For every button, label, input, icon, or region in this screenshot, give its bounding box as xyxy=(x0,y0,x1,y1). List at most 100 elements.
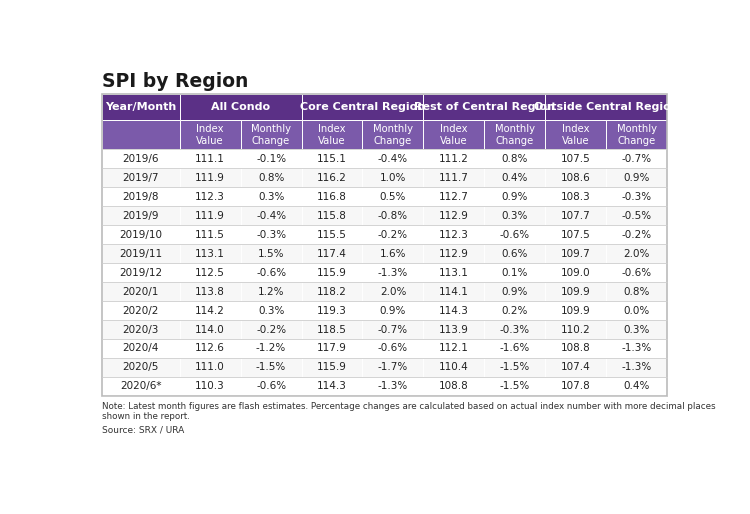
Bar xyxy=(241,169,302,188)
Bar xyxy=(484,263,545,282)
Bar xyxy=(362,244,424,263)
Bar xyxy=(484,377,545,396)
Bar xyxy=(424,120,484,150)
Text: 114.3: 114.3 xyxy=(317,381,347,391)
Text: Monthly
Change: Monthly Change xyxy=(251,124,291,145)
Text: 112.3: 112.3 xyxy=(439,230,469,240)
Bar xyxy=(484,244,545,263)
Bar xyxy=(241,188,302,206)
Text: Monthly
Change: Monthly Change xyxy=(373,124,413,145)
Text: 111.9: 111.9 xyxy=(195,173,225,183)
Bar xyxy=(101,282,180,301)
Text: 111.1: 111.1 xyxy=(195,154,225,164)
Bar xyxy=(484,206,545,225)
Bar xyxy=(484,225,545,244)
Text: 113.9: 113.9 xyxy=(439,324,469,335)
Text: Monthly
Change: Monthly Change xyxy=(616,124,657,145)
Text: 107.7: 107.7 xyxy=(561,211,591,221)
Text: 2.0%: 2.0% xyxy=(380,287,406,297)
Bar xyxy=(362,320,424,339)
Text: -1.3%: -1.3% xyxy=(378,268,408,278)
Text: -0.6%: -0.6% xyxy=(256,381,286,391)
Bar xyxy=(545,377,606,396)
Bar xyxy=(545,94,668,120)
Bar xyxy=(362,377,424,396)
Bar xyxy=(424,301,484,320)
Text: 109.9: 109.9 xyxy=(561,305,591,316)
Bar xyxy=(545,358,606,377)
Text: 0.9%: 0.9% xyxy=(380,305,406,316)
Text: -0.7%: -0.7% xyxy=(622,154,652,164)
Text: Index
Value: Index Value xyxy=(318,124,346,145)
Text: -0.2%: -0.2% xyxy=(378,230,408,240)
Bar xyxy=(241,320,302,339)
Bar xyxy=(424,282,484,301)
Bar xyxy=(424,377,484,396)
Text: Index
Value: Index Value xyxy=(196,124,224,145)
Bar xyxy=(424,225,484,244)
Text: 108.8: 108.8 xyxy=(561,343,591,354)
Text: 117.9: 117.9 xyxy=(317,343,347,354)
Text: 109.0: 109.0 xyxy=(561,268,591,278)
Bar xyxy=(241,120,302,150)
Text: 0.0%: 0.0% xyxy=(624,305,650,316)
Text: Outside Central Region: Outside Central Region xyxy=(534,102,679,112)
Bar xyxy=(241,358,302,377)
Text: 115.9: 115.9 xyxy=(317,362,347,373)
Bar xyxy=(241,206,302,225)
Text: 109.9: 109.9 xyxy=(561,287,591,297)
Bar xyxy=(241,263,302,282)
Text: 114.0: 114.0 xyxy=(195,324,225,335)
Text: -0.6%: -0.6% xyxy=(500,230,530,240)
Text: 1.2%: 1.2% xyxy=(258,287,284,297)
Bar xyxy=(424,169,484,188)
Bar xyxy=(302,206,362,225)
Text: -0.8%: -0.8% xyxy=(378,211,408,221)
Text: -0.5%: -0.5% xyxy=(622,211,652,221)
Bar xyxy=(302,377,362,396)
Text: 0.3%: 0.3% xyxy=(258,305,284,316)
Bar xyxy=(545,188,606,206)
Text: -0.3%: -0.3% xyxy=(622,192,652,202)
Bar xyxy=(484,188,545,206)
Text: 107.8: 107.8 xyxy=(561,381,591,391)
Text: 2020/5: 2020/5 xyxy=(122,362,159,373)
Text: -0.3%: -0.3% xyxy=(256,230,286,240)
Text: 113.1: 113.1 xyxy=(195,249,225,259)
Text: 2020/6*: 2020/6* xyxy=(120,381,161,391)
Bar xyxy=(606,188,668,206)
Text: 112.5: 112.5 xyxy=(195,268,225,278)
Bar xyxy=(302,263,362,282)
Bar xyxy=(101,320,180,339)
Text: 118.2: 118.2 xyxy=(317,287,347,297)
Bar xyxy=(424,206,484,225)
Bar xyxy=(101,225,180,244)
Bar xyxy=(302,188,362,206)
Text: 2019/6: 2019/6 xyxy=(122,154,159,164)
Bar xyxy=(101,377,180,396)
Text: 2020/3: 2020/3 xyxy=(122,324,159,335)
Text: 113.8: 113.8 xyxy=(195,287,225,297)
Bar xyxy=(101,206,180,225)
Bar xyxy=(606,225,668,244)
Text: 114.2: 114.2 xyxy=(195,305,225,316)
Text: 0.4%: 0.4% xyxy=(623,381,650,391)
Bar xyxy=(424,188,484,206)
Text: 107.5: 107.5 xyxy=(561,230,591,240)
Text: 108.8: 108.8 xyxy=(439,381,469,391)
Text: 1.0%: 1.0% xyxy=(380,173,406,183)
Bar xyxy=(545,120,606,150)
Text: 0.1%: 0.1% xyxy=(502,268,528,278)
Text: 2020/2: 2020/2 xyxy=(122,305,159,316)
Bar xyxy=(606,120,668,150)
Bar xyxy=(484,120,545,150)
Bar xyxy=(424,94,545,120)
Text: Core Central Region: Core Central Region xyxy=(300,102,425,112)
Text: SPI by Region: SPI by Region xyxy=(101,72,248,91)
Bar xyxy=(545,282,606,301)
Bar xyxy=(484,169,545,188)
Bar xyxy=(484,320,545,339)
Bar xyxy=(362,339,424,358)
Bar xyxy=(101,339,180,358)
Text: -1.3%: -1.3% xyxy=(378,381,408,391)
